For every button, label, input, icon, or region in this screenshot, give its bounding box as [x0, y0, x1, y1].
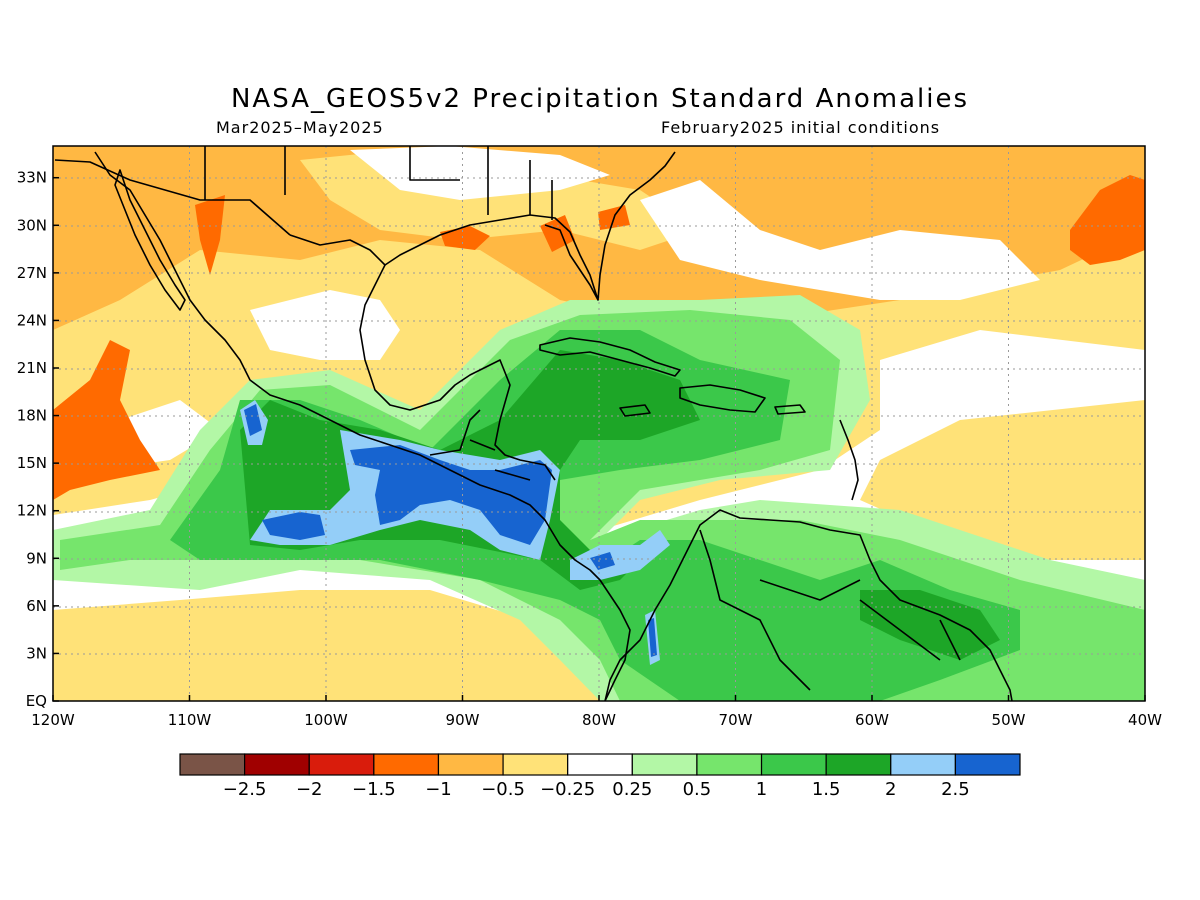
lat-tick-label: 33N	[17, 169, 47, 187]
colorbar-swatch	[825, 753, 892, 776]
colorbar-label: 0.25	[612, 779, 652, 800]
coastlines	[54, 146, 1013, 701]
lat-tick-label: 30N	[17, 216, 47, 234]
map-title: NASA_GEOS5v2 Precipitation Standard Anom…	[230, 84, 970, 114]
lon-tick-label: 120W	[31, 711, 75, 729]
colorbar-swatch	[631, 753, 698, 776]
latitude-axis: EQ 3N 6N 9N 12N 15N 18N 21N 24N 27N 30N 33N	[17, 169, 59, 710]
colorbar-label: 1.5	[812, 779, 841, 800]
jamaica	[619, 404, 651, 417]
coast-gulf	[289, 234, 556, 481]
field-blue-4	[648, 618, 657, 657]
lat-tick-label: 18N	[17, 407, 47, 425]
lon-tick-label: 100W	[304, 711, 348, 729]
field-neutral-east	[640, 180, 1040, 300]
colorbar-swatch	[760, 753, 827, 776]
field-mid-green	[170, 330, 1020, 701]
lat-tick-label: 15N	[17, 454, 47, 472]
colorbar-swatch	[954, 753, 1021, 776]
coast-baja	[114, 169, 186, 311]
colorbar-swatch	[437, 753, 504, 776]
puerto-rico	[774, 404, 806, 415]
colorbar-label: −0.25	[540, 779, 595, 800]
longitude-axis: 120W 110W 100W 90W 80W 70W 60W 50W 40W	[31, 695, 1162, 729]
colorbar-label: −1	[425, 779, 452, 800]
colorbar-swatch	[890, 753, 956, 776]
coast-south-america	[604, 509, 1013, 701]
forecast-period: Mar2025–May2025	[216, 118, 384, 137]
border-central-america	[429, 409, 531, 481]
lon-tick-label: 110W	[168, 711, 212, 729]
colorbar-swatch	[567, 753, 633, 776]
field-deep-orange-east	[1070, 175, 1145, 265]
colorbar-label: −2	[296, 779, 323, 800]
lon-tick-label: 50W	[992, 711, 1026, 729]
colorbar-swatch	[696, 753, 763, 776]
field-blue-3	[244, 404, 262, 436]
lat-tick-label: 21N	[17, 359, 47, 377]
border-us-state-lines	[204, 146, 553, 220]
colorbar-swatch	[502, 753, 569, 776]
lat-tick-label: 3N	[26, 644, 47, 662]
field-blue-5	[590, 552, 615, 570]
anomaly-field	[53, 146, 1145, 701]
colorbar-label: 2.5	[941, 779, 970, 800]
lon-tick-label: 90W	[446, 711, 480, 729]
colorbar: −2.5 −2 −1.5 −1 −0.5 −0.25 0.25 0.5 1 1.5 2 2.5	[179, 753, 1021, 800]
hispaniola	[679, 384, 766, 413]
field-blue	[350, 445, 552, 545]
field-neutral-north	[350, 146, 610, 200]
field-deep-orange-fl	[540, 215, 575, 252]
border-south-america	[699, 529, 961, 691]
colorbar-swatch	[244, 753, 310, 776]
colorbar-label: −2.5	[223, 779, 267, 800]
lon-tick-label: 70W	[719, 711, 753, 729]
lesser-antilles	[839, 419, 859, 501]
lat-tick-label: 6N	[26, 597, 47, 615]
field-deep-orange-west	[53, 340, 160, 500]
lat-tick-label: EQ	[26, 692, 47, 710]
coast-us-gulf	[384, 214, 599, 301]
lon-tick-label: 40W	[1128, 711, 1162, 729]
field-blue-2	[262, 512, 325, 540]
lat-tick-label: 9N	[26, 549, 47, 567]
lat-tick-label: 12N	[17, 502, 47, 520]
colorbar-label: 2	[885, 779, 896, 800]
colorbar-swatch	[308, 753, 375, 776]
colorbar-swatch	[179, 753, 246, 776]
colorbar-label: 0.5	[683, 779, 712, 800]
border-us-mexico	[54, 159, 291, 236]
field-deep-orange-gulf	[440, 226, 490, 250]
grid-lines	[53, 146, 1145, 701]
coast-us-atlantic	[597, 151, 676, 301]
cuba	[539, 337, 681, 377]
colorbar-label: 1	[756, 779, 767, 800]
initial-conditions: February2025 initial conditions	[661, 118, 941, 137]
field-deep-orange-mx	[195, 195, 225, 275]
lon-tick-label: 60W	[855, 711, 889, 729]
coast-mexico-pacific	[94, 151, 631, 701]
colorbar-label: −0.5	[481, 779, 525, 800]
field-light-blue-2	[570, 530, 670, 580]
colorbar-swatch	[373, 753, 440, 776]
lon-tick-label: 80W	[582, 711, 616, 729]
lat-tick-label: 27N	[17, 264, 47, 282]
lat-tick-label: 24N	[17, 311, 47, 329]
colorbar-label: −1.5	[352, 779, 396, 800]
